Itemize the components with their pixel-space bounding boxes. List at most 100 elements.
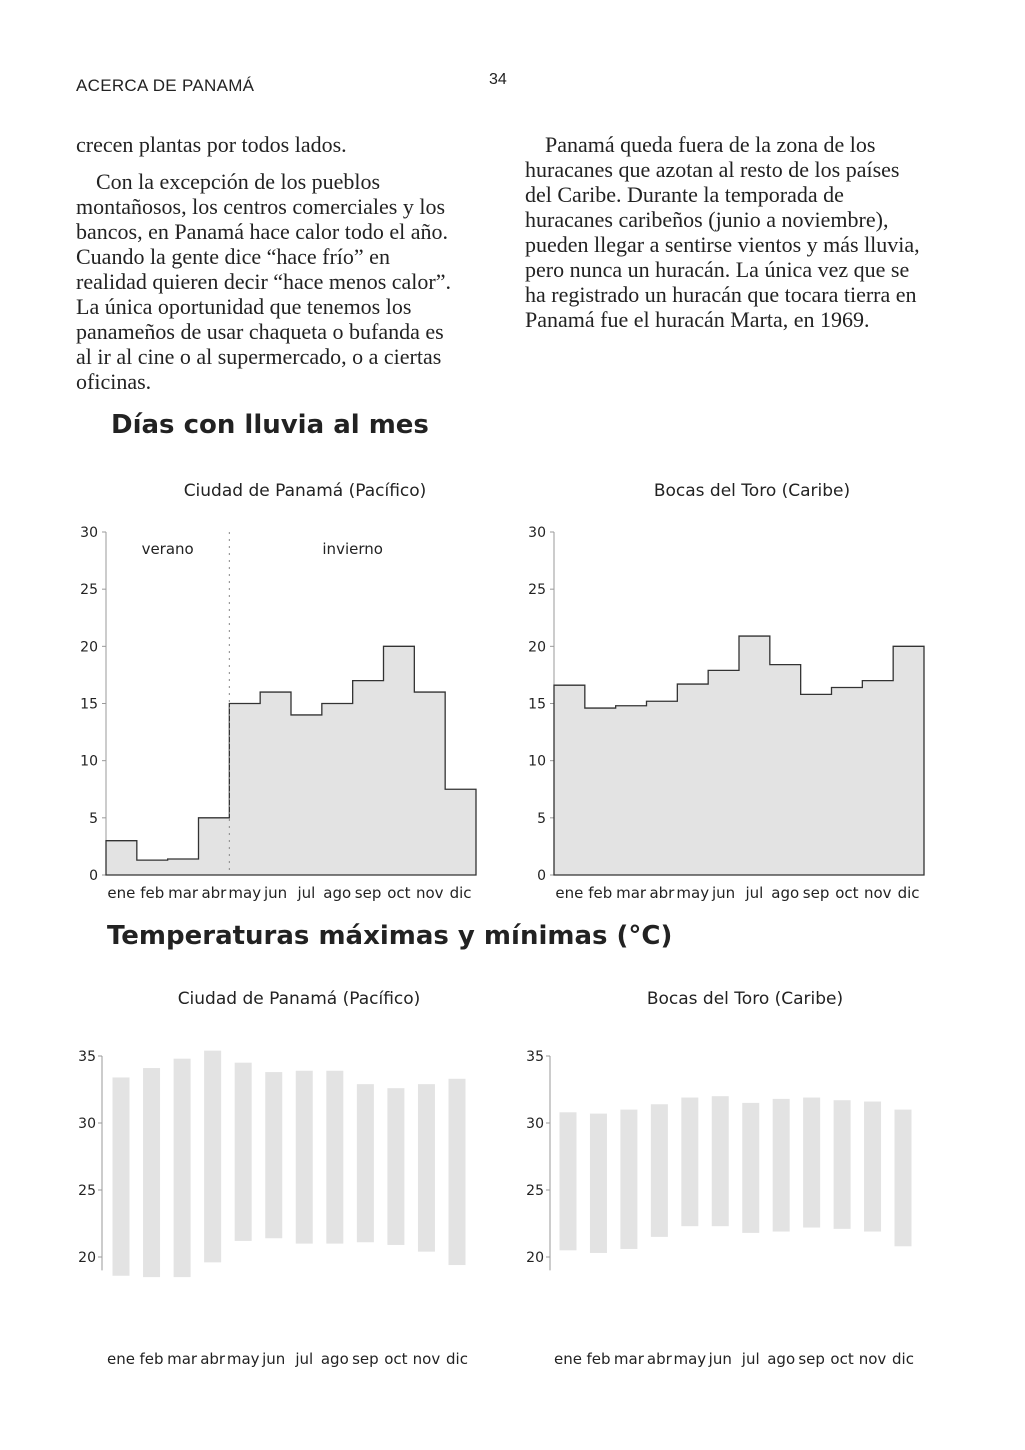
y-tick-label: 25	[78, 1183, 96, 1199]
rain-bar-ene	[106, 841, 137, 875]
rain-series-line	[553, 635, 925, 876]
rain-section-title: Días con lluvia al mes	[111, 410, 429, 440]
temp-range-bar-abr	[650, 1104, 668, 1237]
x-tick-label: dic	[898, 884, 920, 902]
season-label-verano: verano	[142, 540, 194, 558]
temp-range-bar-oct	[387, 1088, 405, 1245]
y-tick-label: 20	[80, 639, 98, 655]
temp-range-bar-jun	[265, 1072, 283, 1239]
x-tick-label: mar	[614, 1350, 645, 1368]
y-tick-label: 25	[526, 1183, 544, 1199]
temp-range-bar-sep	[356, 1084, 374, 1243]
y-tick-label: 10	[528, 754, 546, 770]
x-tick-label: abr	[200, 1350, 226, 1368]
y-tick-label: 30	[526, 1116, 544, 1132]
x-tick-label: may	[676, 884, 709, 902]
temp-range-bar-may	[234, 1062, 252, 1241]
x-tick-label: feb	[586, 1350, 610, 1368]
running-header: ACERCA DE PANAMÁ	[76, 76, 255, 95]
temp-range-bar-jun	[711, 1096, 729, 1227]
rain-bar-nov	[414, 692, 445, 875]
rain-bar-oct	[832, 687, 863, 875]
temp-range-bar-ene	[112, 1077, 130, 1276]
rain-bar-mar	[168, 859, 199, 875]
rain-bar-oct	[384, 646, 415, 875]
rain-bar-jul	[291, 715, 322, 875]
x-tick-label: feb	[588, 884, 612, 902]
x-tick-label: may	[228, 884, 261, 902]
x-tick-label: dic	[446, 1350, 468, 1368]
x-tick-label: jun	[708, 1350, 732, 1368]
temp-range-bar-mar	[620, 1109, 638, 1249]
temp-range-bar-abr	[204, 1050, 222, 1263]
x-tick-label: jul	[294, 1350, 313, 1368]
x-tick-label: oct	[384, 1350, 407, 1368]
x-tick-label: ago	[771, 884, 799, 902]
x-tick-label: ene	[554, 1350, 582, 1368]
x-tick-label: jun	[263, 884, 287, 902]
y-tick-label: 30	[78, 1116, 96, 1132]
temp-range-bar-dic	[448, 1078, 466, 1266]
x-tick-label: sep	[798, 1350, 825, 1368]
rain-bar-abr	[647, 701, 678, 875]
x-tick-label: nov	[859, 1350, 887, 1368]
x-tick-label: abr	[201, 884, 227, 902]
x-tick-label: feb	[140, 884, 164, 902]
rain-area	[554, 636, 924, 875]
rain-bar-ene	[554, 685, 585, 875]
y-tick-label: 5	[537, 811, 546, 827]
x-tick-label: nov	[864, 884, 892, 902]
x-tick-label: ene	[107, 1350, 135, 1368]
x-tick-label: mar	[168, 884, 199, 902]
chart-title: Bocas del Toro (Caribe)	[647, 989, 843, 1009]
y-tick-label: 5	[89, 811, 98, 827]
temp-range-bar-ago	[326, 1070, 344, 1244]
x-tick-label: dic	[892, 1350, 914, 1368]
rain-bar-ago	[322, 704, 353, 876]
rain-bar-dic	[445, 789, 476, 875]
y-tick-label: 10	[80, 754, 98, 770]
temperature-section-title: Temperaturas máximas y mínimas (°C)	[107, 921, 673, 951]
rain-bar-ago	[770, 665, 801, 875]
temp-range-bar-ene	[559, 1112, 577, 1251]
x-tick-label: may	[673, 1350, 706, 1368]
x-tick-label: nov	[413, 1350, 441, 1368]
temp-range-bar-ago	[772, 1098, 790, 1232]
x-tick-label: may	[227, 1350, 260, 1368]
rain-bar-jul	[739, 636, 770, 875]
paragraph: Panamá queda fuera de la zona de los hur…	[525, 132, 920, 332]
rain-bar-feb	[585, 708, 616, 875]
y-tick-label: 0	[537, 868, 546, 884]
x-tick-label: jun	[711, 884, 735, 902]
y-tick-label: 25	[80, 582, 98, 598]
y-tick-label: 35	[526, 1049, 544, 1065]
rain-bar-may	[677, 684, 708, 875]
y-tick-label: 20	[526, 1250, 544, 1266]
text-column-left: crecen plantas por todos lados. Con la e…	[76, 132, 460, 394]
temp-range-bar-feb	[143, 1068, 161, 1278]
rain-bar-nov	[862, 681, 893, 875]
temp-range-bar-jul	[295, 1070, 313, 1244]
x-tick-label: ene	[107, 884, 135, 902]
y-tick-label: 15	[80, 697, 98, 713]
x-tick-label: nov	[416, 884, 444, 902]
paragraph: Con la excepción de los pueblos montaños…	[76, 169, 452, 394]
y-tick-label: 25	[528, 582, 546, 598]
x-tick-label: oct	[387, 884, 410, 902]
temp-range-bar-jul	[742, 1102, 760, 1233]
chart-title: Ciudad de Panamá (Pacífico)	[184, 481, 427, 501]
x-tick-label: oct	[835, 884, 858, 902]
rain-bar-feb	[137, 860, 168, 875]
y-tick-label: 15	[528, 697, 546, 713]
y-tick-label: 20	[528, 639, 546, 655]
text-column-right: Panamá queda fuera de la zona de los hur…	[525, 132, 925, 332]
y-tick-label: 35	[78, 1049, 96, 1065]
rain-bar-dic	[893, 646, 924, 875]
temp-range-bar-oct	[833, 1100, 851, 1229]
chart-title: Bocas del Toro (Caribe)	[654, 481, 850, 501]
x-tick-label: feb	[140, 1350, 164, 1368]
x-tick-label: jul	[296, 884, 315, 902]
temp-range-bar-dic	[894, 1109, 912, 1247]
y-tick-label: 30	[80, 525, 98, 541]
